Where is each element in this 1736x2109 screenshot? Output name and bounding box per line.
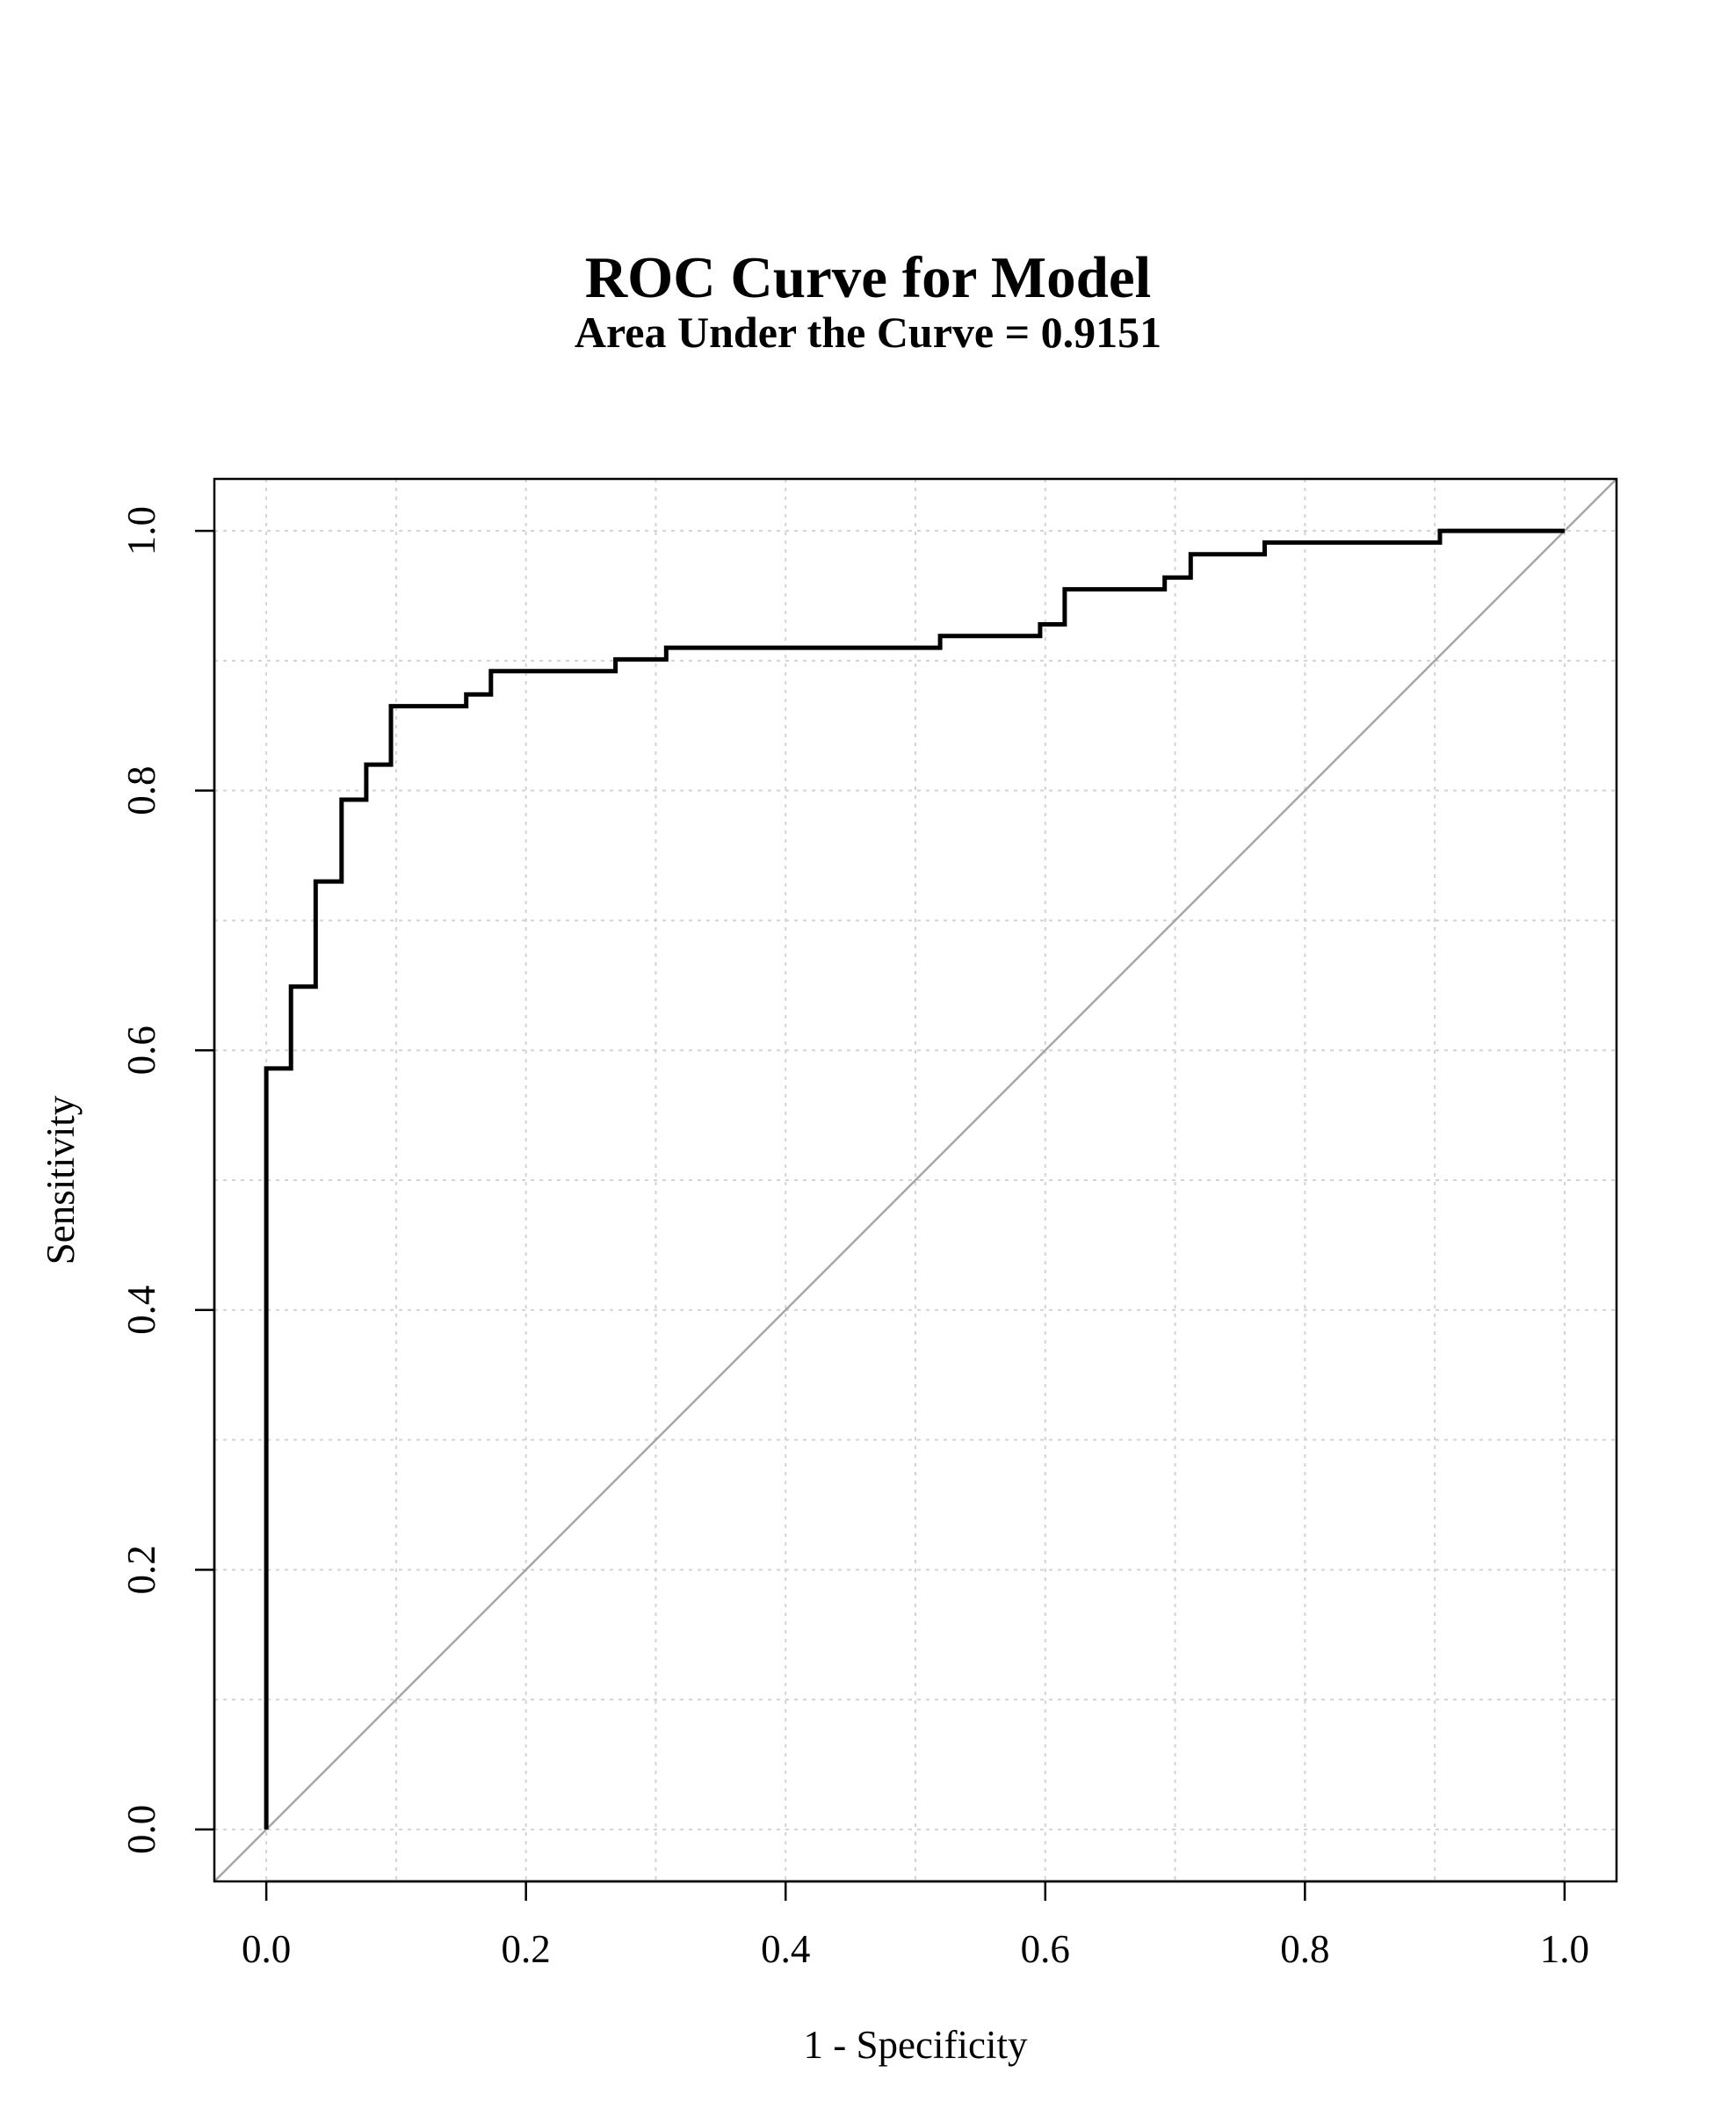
- roc-curve-line: [264, 528, 1565, 1830]
- y-tick-label: 1.0: [119, 506, 163, 555]
- x-axis: 0.0 0.2 0.4 0.6 0.8 1.0: [242, 1880, 1589, 1971]
- chart-subtitle: Area Under the Curve = 0.9151: [575, 308, 1161, 357]
- y-axis-label: Sensitivity: [39, 1095, 83, 1265]
- x-tick-label: 0.2: [502, 1927, 551, 1971]
- reference-line-layer: [213, 478, 1617, 1882]
- y-tick-label: 0.2: [119, 1545, 163, 1594]
- x-tick-label: 0.4: [761, 1927, 810, 1971]
- x-axis-label: 1 - Specificity: [804, 2023, 1028, 2067]
- y-tick-label: 0.8: [119, 766, 163, 815]
- chart-title: ROC Curve for Model: [585, 245, 1151, 310]
- x-tick-label: 0.0: [242, 1927, 291, 1971]
- reference-diagonal-line: [213, 478, 1617, 1882]
- x-tick-label: 0.8: [1280, 1927, 1329, 1971]
- y-axis: 0.0 0.2 0.4 0.6 0.8 1.0: [119, 506, 216, 1854]
- y-tick-label: 0.6: [119, 1026, 163, 1075]
- series-layer: [264, 528, 1565, 1830]
- y-tick-label: 0.0: [119, 1805, 163, 1854]
- x-tick-label: 1.0: [1540, 1927, 1589, 1971]
- x-tick-label: 0.6: [1021, 1927, 1070, 1971]
- y-tick-label: 0.4: [119, 1286, 163, 1335]
- grid: [214, 479, 1617, 1881]
